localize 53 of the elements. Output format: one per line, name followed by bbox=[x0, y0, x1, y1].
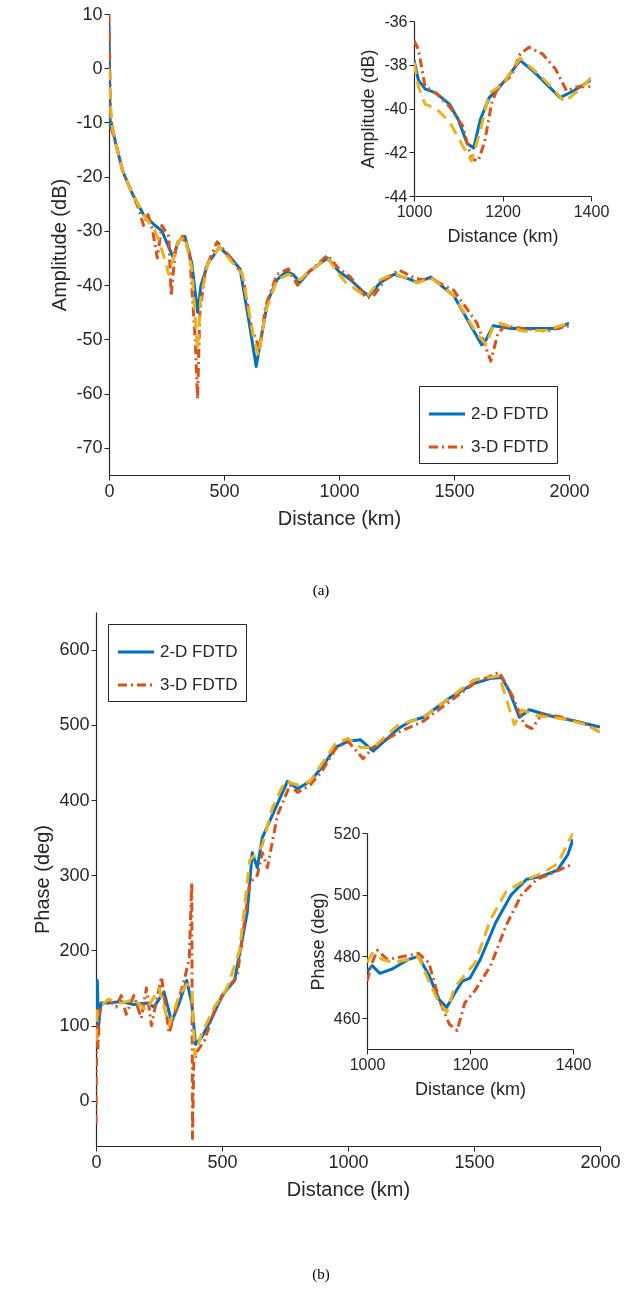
y-tick-label: 0 bbox=[92, 57, 103, 78]
y-tick-label: 0 bbox=[79, 1090, 90, 1111]
x-tick-label: 2000 bbox=[580, 1151, 621, 1172]
y-axis-title: Amplitude (dB) bbox=[358, 49, 379, 169]
legend-label: 2-D FDTD bbox=[471, 404, 549, 423]
y-tick-label: 10 bbox=[82, 3, 103, 24]
y-tick-label: -50 bbox=[76, 328, 103, 349]
y-tick-label: 460 bbox=[333, 1009, 361, 1027]
y-tick-label: -30 bbox=[76, 220, 103, 241]
y-tick-label: -20 bbox=[76, 166, 103, 187]
y-tick-label: -36 bbox=[384, 12, 408, 30]
y-tick-label: 500 bbox=[333, 886, 361, 904]
x-axis-title: Distance (km) bbox=[286, 1177, 411, 1200]
y-tick-label: -70 bbox=[76, 437, 103, 458]
legend-label: 2-D FDTD bbox=[160, 642, 238, 661]
y-tick-label: 100 bbox=[59, 1015, 90, 1036]
y-axis-title: Phase (deg) bbox=[307, 892, 328, 991]
x-tick-label: 1000 bbox=[396, 202, 433, 220]
y-tick-label: 400 bbox=[59, 789, 90, 810]
text: (b) bbox=[312, 1266, 330, 1283]
text: (a) bbox=[312, 582, 330, 599]
x-axis-title: Distance (km) bbox=[277, 506, 402, 529]
x-tick-label: 1500 bbox=[434, 480, 475, 501]
legend-label: 3-D FDTD bbox=[160, 675, 238, 694]
x-tick-label: 1400 bbox=[555, 1055, 592, 1073]
y-tick-label: 300 bbox=[59, 864, 90, 885]
x-tick-label: 1400 bbox=[573, 202, 610, 220]
legend-label: 3-D FDTD bbox=[471, 437, 549, 456]
y-tick-label: -10 bbox=[76, 111, 103, 132]
x-tick-label: 1200 bbox=[452, 1055, 489, 1073]
y-tick-label: 520 bbox=[333, 824, 361, 842]
y-tick-label: 600 bbox=[59, 639, 90, 660]
x-tick-label: 1000 bbox=[319, 480, 360, 501]
y-tick-label: 480 bbox=[333, 947, 361, 965]
x-tick-label: 2000 bbox=[549, 480, 590, 501]
y-tick-label: 500 bbox=[59, 714, 90, 735]
x-axis-title: Distance (km) bbox=[414, 1078, 527, 1099]
y-tick-label: -40 bbox=[384, 100, 408, 117]
y-tick-label: 200 bbox=[59, 939, 90, 960]
x-tick-label: 1200 bbox=[485, 202, 521, 220]
y-tick-label: -60 bbox=[76, 383, 103, 404]
x-tick-label: 1000 bbox=[349, 1055, 386, 1073]
y-tick-label: -42 bbox=[384, 143, 408, 161]
y-axis-title: Amplitude (dB) bbox=[48, 178, 71, 312]
y-axis-title: Phase (deg) bbox=[31, 825, 54, 934]
x-tick-label: 1500 bbox=[454, 1151, 495, 1172]
x-tick-label: 500 bbox=[207, 1151, 238, 1172]
y-tick-label: -44 bbox=[384, 187, 408, 205]
y-tick-label: -38 bbox=[384, 56, 408, 74]
x-tick-label: 500 bbox=[209, 480, 240, 501]
y-tick-label: -40 bbox=[76, 274, 103, 295]
x-tick-label: 1000 bbox=[328, 1151, 369, 1172]
x-axis-title: Distance (km) bbox=[447, 225, 559, 246]
